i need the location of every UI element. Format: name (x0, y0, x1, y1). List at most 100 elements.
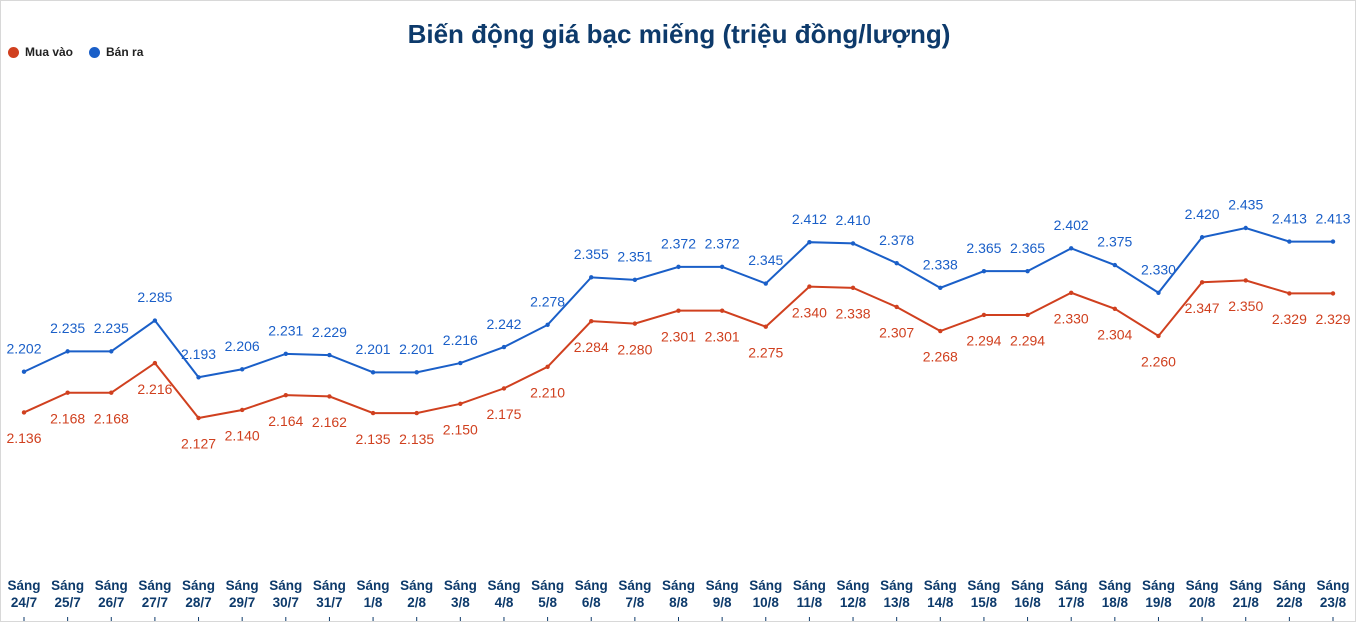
data-label: 2.307 (879, 325, 914, 341)
data-point (109, 390, 114, 395)
data-label: 2.340 (792, 304, 827, 320)
data-point (632, 277, 638, 283)
x-tick-label: Sáng 6/8 (574, 578, 608, 610)
data-label: 2.410 (836, 212, 871, 228)
data-label: 2.420 (1185, 206, 1220, 222)
data-point (1243, 225, 1248, 231)
legend-item: Bán ra (89, 45, 143, 59)
data-point (1112, 262, 1118, 268)
data-label: 2.136 (6, 430, 41, 446)
data-point (196, 375, 201, 380)
data-label: 2.150 (443, 422, 478, 438)
data-label: 2.168 (50, 410, 85, 426)
data-label: 2.378 (879, 232, 914, 248)
x-tick-label: Sáng 3/8 (443, 578, 477, 610)
data-point (196, 415, 201, 421)
data-point (676, 264, 681, 270)
x-tick-label: Sáng 31/7 (312, 578, 346, 610)
data-label: 2.135 (356, 431, 391, 447)
data-label: 2.275 (748, 344, 783, 360)
data-point (239, 407, 245, 413)
legend-label: Bán ra (106, 45, 144, 59)
data-label: 2.202 (6, 340, 41, 356)
data-label: 2.284 (574, 339, 609, 355)
data-point (501, 386, 507, 391)
data-point (458, 360, 463, 366)
x-tick-label: Sáng 28/7 (182, 578, 216, 610)
data-point (1025, 268, 1030, 274)
data-point (676, 308, 681, 313)
data-label: 2.330 (1141, 261, 1176, 277)
x-tick-label: Sáng 16/8 (1011, 578, 1045, 610)
data-point (414, 410, 419, 416)
x-tick-label: Sáng 21/8 (1229, 578, 1263, 610)
data-label: 2.413 (1315, 210, 1350, 226)
x-tick-label: Sáng 11/8 (792, 578, 826, 610)
data-point (283, 392, 288, 398)
data-point (1199, 235, 1205, 240)
data-label: 2.168 (94, 410, 129, 426)
data-point (1025, 312, 1030, 318)
data-point (589, 275, 594, 280)
data-point (414, 370, 419, 375)
data-label: 2.294 (1010, 333, 1045, 349)
data-label: 2.201 (356, 341, 391, 357)
data-point (1156, 333, 1161, 339)
data-point (1243, 278, 1248, 283)
data-label: 2.162 (312, 414, 347, 430)
data-point (938, 285, 943, 291)
data-point (327, 352, 332, 358)
data-point (719, 308, 725, 313)
data-point (894, 304, 899, 310)
data-label: 2.229 (312, 324, 347, 340)
x-tick-label: Sáng 5/8 (531, 578, 565, 610)
x-tick-label: Sáng 4/8 (487, 578, 521, 610)
data-label: 2.372 (661, 236, 696, 252)
data-label: 2.285 (137, 289, 172, 305)
data-label: 2.175 (486, 406, 521, 422)
data-point (1287, 239, 1292, 244)
data-point (545, 364, 550, 369)
x-tick-label: Sáng 24/7 (7, 578, 41, 610)
data-point (1156, 290, 1161, 295)
data-point (763, 324, 768, 329)
data-label: 2.351 (617, 249, 652, 265)
data-label: 2.365 (966, 240, 1001, 256)
x-tick-label: Sáng 26/7 (94, 578, 128, 610)
data-label: 2.127 (181, 436, 216, 452)
x-tick-label: Sáng 19/8 (1141, 578, 1175, 610)
data-label: 2.301 (705, 328, 740, 344)
x-tick-label: Sáng 15/8 (967, 578, 1001, 610)
data-label: 2.235 (50, 320, 85, 336)
data-label: 2.242 (486, 316, 521, 332)
legend: Mua vào Bán ra (8, 45, 143, 59)
data-point (152, 360, 158, 366)
data-point (370, 410, 376, 416)
data-label: 2.206 (225, 338, 260, 354)
data-label: 2.365 (1010, 240, 1045, 256)
data-label: 2.231 (268, 323, 303, 339)
x-tick-label: Sáng 14/8 (923, 578, 957, 610)
data-point (545, 322, 550, 328)
data-label: 2.413 (1272, 210, 1307, 226)
data-label: 2.278 (530, 294, 565, 310)
x-tick-label: Sáng 10/8 (749, 578, 783, 610)
x-tick-label: Sáng 13/8 (880, 578, 914, 610)
data-point (21, 369, 27, 374)
data-label: 2.435 (1228, 197, 1263, 213)
data-point (1330, 291, 1336, 296)
data-point (1199, 280, 1205, 285)
x-tick-label: Sáng 1/8 (356, 578, 390, 610)
data-point (65, 349, 70, 354)
x-tick-label: Sáng 18/8 (1098, 578, 1132, 610)
data-label: 2.301 (661, 328, 696, 344)
data-label: 2.193 (181, 346, 216, 362)
x-tick-label: Sáng 25/7 (51, 578, 85, 610)
legend-item: Mua vào (8, 45, 73, 59)
data-point (807, 284, 812, 289)
data-label: 2.338 (923, 257, 958, 273)
data-point (1287, 291, 1292, 296)
legend-marker (8, 46, 19, 58)
